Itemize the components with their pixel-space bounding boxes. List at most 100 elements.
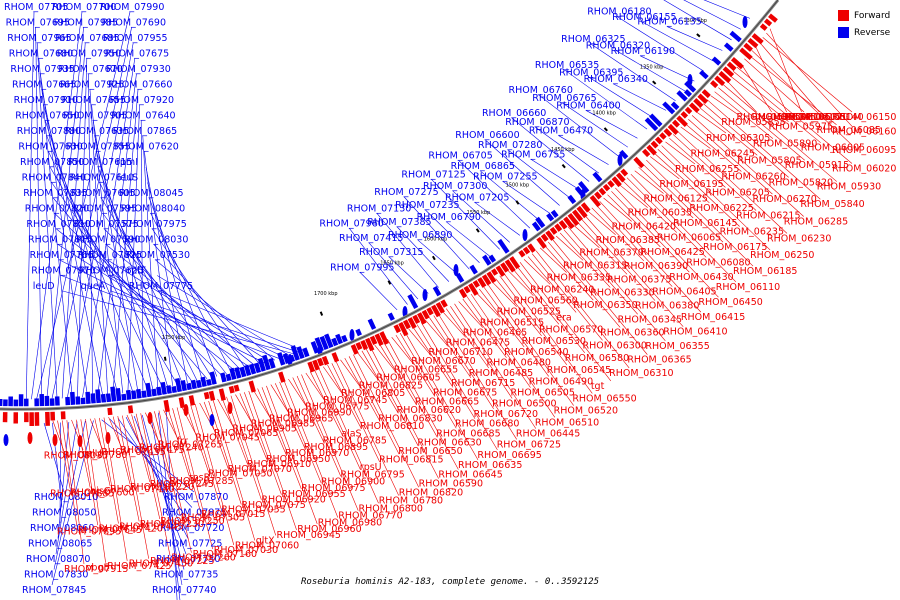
reverse-leader-line [474, 202, 521, 236]
forward-gene-label: RHOM_06230 [767, 233, 831, 244]
forward-gene-label: RHOM_06065 [657, 233, 721, 244]
forward-gene [491, 268, 499, 276]
reverse-gene-label: RHOM_08065 [28, 539, 92, 550]
forward-leader-line [699, 107, 758, 156]
forward-gene [743, 42, 753, 52]
forward-gene-label: RHOM_07220 [130, 482, 194, 493]
forward-leader-line [433, 315, 494, 409]
reverse-gene [644, 117, 659, 132]
forward-gene-label: RHOM_06300 [583, 340, 647, 351]
reverse-leader-line [417, 239, 460, 276]
forward-gene-label: RHOM_06165 [782, 112, 846, 123]
forward-gene [659, 132, 667, 140]
forward-gene-label: RHOM_06715 [451, 378, 515, 389]
reverse-leader-line [458, 160, 531, 229]
reverse-gene-label: RHOM_06705 [428, 150, 492, 161]
reverse-gene [268, 357, 276, 369]
forward-gene-label: RHOM_06415 [681, 312, 745, 323]
reverse-gene-label: RHOM_07905 [63, 111, 127, 122]
forward-gene [463, 285, 471, 294]
reverse-leader-line [51, 27, 132, 399]
reverse-gene-label: RHOM_06325 [561, 34, 625, 45]
forward-gene-label: RHOM_06140 [799, 112, 863, 123]
forward-leader-line [736, 66, 853, 164]
forward-gene-label: RHOM_06445 [516, 429, 580, 440]
forward-gene [127, 405, 134, 414]
gene-features [0, 13, 778, 447]
reverse-leader-line [642, 21, 714, 62]
forward-gene [355, 342, 363, 351]
reverse-gene-label: RHOM_08045 [119, 188, 183, 199]
scale-tick-label: 1550 kbp [467, 210, 491, 216]
forward-leader-line [450, 306, 513, 399]
reverse-gene [455, 272, 465, 283]
forward-gene-label: RHOM_06160 [832, 126, 896, 137]
forward-gene-label: RHOM_06250 [750, 250, 814, 261]
reverse-gene-label: RHOM_07655 [62, 95, 126, 106]
forward-gene [421, 309, 430, 320]
reverse-gene-label: RHOM_07650 [15, 111, 79, 122]
forward-gene [768, 13, 778, 23]
forward-leader-line [226, 396, 262, 500]
forward-gene-label: RHOM_07030 [214, 545, 278, 556]
forward-leader-line [591, 207, 644, 261]
forward-gene-label: RHOM_06420 [612, 221, 676, 232]
forward-gene [307, 361, 316, 373]
forward-leader-line [551, 238, 648, 355]
forward-gene-label: RHOM_06725 [497, 439, 561, 450]
forward-gene-label: RHOM_07250 [160, 516, 224, 527]
reverse-gene [387, 312, 395, 321]
forward-gene-label: RHOM_05890 [753, 139, 817, 150]
forward-gene-label: RHOM_07305 [181, 513, 245, 524]
forward-leader-line [140, 413, 171, 556]
forward-leader-line [199, 402, 216, 433]
forward-gene [607, 180, 615, 188]
reverse-gene [619, 149, 629, 160]
scale-tick-mark [603, 127, 608, 132]
forward-leader-line [126, 414, 141, 445]
forward-leader-line [374, 344, 397, 373]
forward-gene [747, 37, 759, 49]
forward-leader-line [607, 194, 661, 248]
reverse-gene-label: RHOM_06765 [532, 93, 596, 104]
forward-leader-line [603, 197, 632, 222]
reverse-gene [70, 391, 76, 405]
reverse-leader-line [40, 73, 88, 397]
forward-leader-line [399, 332, 457, 429]
forward-gene-label: RHOM_06490 [529, 376, 593, 387]
forward-gene-label: RHOM_06920 [261, 495, 325, 506]
scale-ticks: 1300 kbp 1350 kbp 1400 kbp 1450 kbp 1500 kbp… [162, 18, 707, 361]
reverse-gene [355, 328, 362, 337]
reverse-leader-line [349, 228, 408, 305]
reverse-leader-line [615, 50, 686, 92]
reverse-leader-line [57, 422, 70, 539]
reverse-gene [550, 209, 559, 218]
forward-gene-label: RHOM_06175 [703, 242, 767, 253]
forward-gene [435, 301, 445, 314]
forward-leader-line [539, 247, 567, 273]
forward-leader-line [66, 420, 85, 565]
forward-gene [472, 280, 480, 288]
reverse-gene [166, 385, 172, 394]
forward-gene [163, 399, 170, 413]
legend-item-forward: Forward [838, 7, 890, 24]
forward-leader-line [331, 363, 381, 463]
reverse-gene-label: RHOM_07835 [23, 188, 87, 199]
reverse-gene [407, 293, 419, 310]
forward-leader-line [661, 145, 771, 251]
reverse-gene [244, 364, 252, 376]
reverse-gene-label: RHOM_07640 [111, 111, 175, 122]
forward-gene-label: RHOM_07420 [98, 524, 162, 535]
forward-gene [203, 391, 210, 400]
forward-leader-line [559, 232, 611, 288]
forward-gene [147, 412, 153, 424]
forward-gene-label: RHOM_06800 [359, 503, 423, 514]
forward-gene [672, 119, 680, 128]
forward-gene-label: RHOM_06480 [487, 358, 551, 369]
forward-gene [549, 226, 558, 235]
forward-gene [188, 395, 196, 406]
reverse-gene-label: RHOM_07865 [113, 126, 177, 137]
reverse-leader-line [359, 272, 398, 311]
reverse-gene-label: RHOM_06760 [509, 85, 573, 96]
